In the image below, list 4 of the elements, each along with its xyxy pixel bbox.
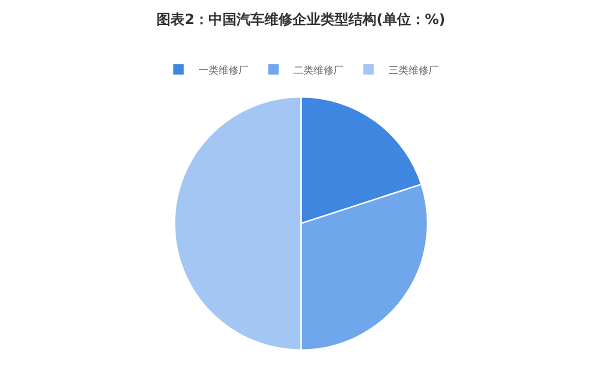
chart-title: 图表2：中国汽车维修企业类型结构(单位：%) (156, 11, 446, 28)
legend-label: 三类维修厂 (388, 64, 438, 76)
legend-label: 二类维修厂 (294, 64, 344, 76)
legend-label: 一类维修厂 (198, 64, 248, 76)
